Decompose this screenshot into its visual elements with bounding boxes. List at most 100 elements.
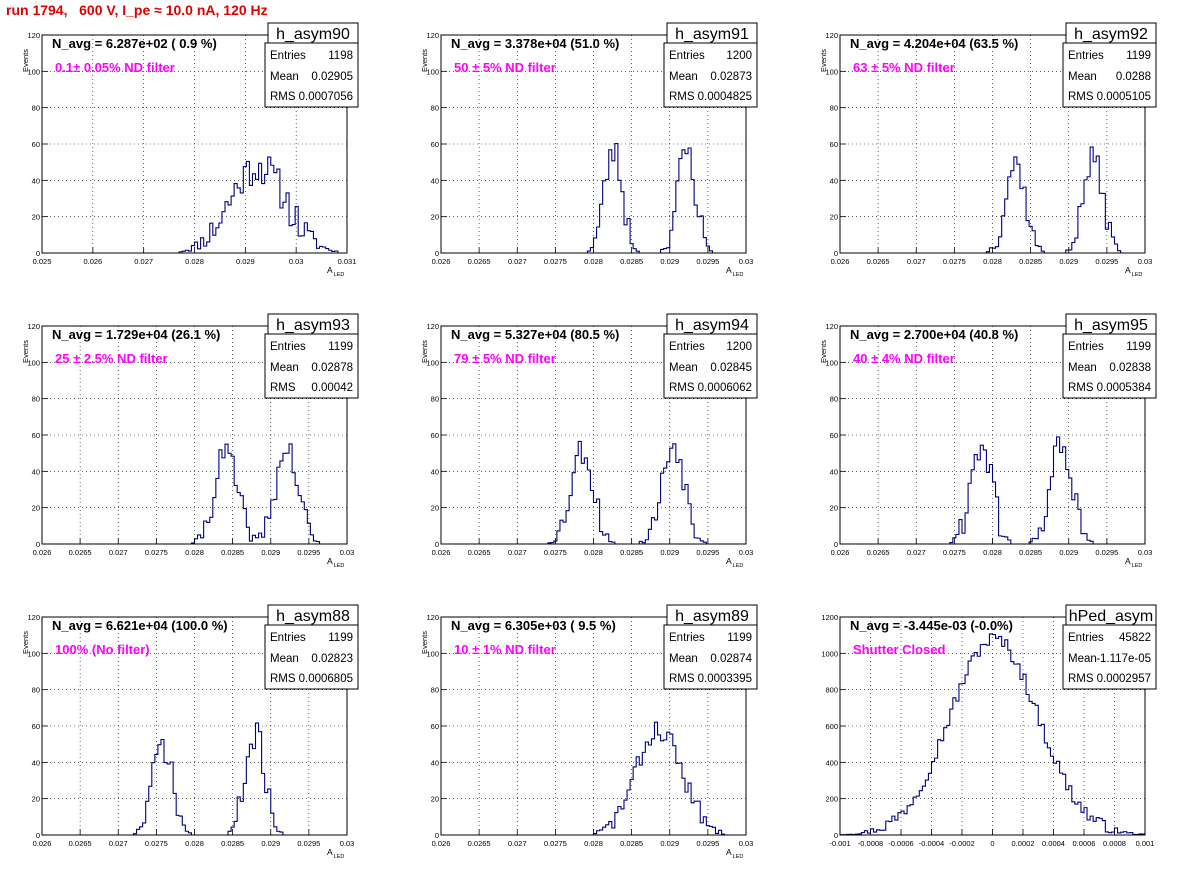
x-tick-label: 0 (990, 839, 994, 848)
x-axis-title-sub: LED (334, 563, 345, 569)
histogram-name: h_asym92 (1074, 26, 1148, 43)
histogram-name: h_asym93 (276, 317, 350, 334)
y-axis-title: Events (819, 340, 828, 363)
stats-value-entries: 1199 (328, 341, 353, 353)
y-tick-label: 100 (825, 358, 838, 367)
y-tick-label: 120 (426, 322, 439, 331)
x-tick-label: 0.026 (83, 257, 102, 266)
x-axis-title: ALED (327, 556, 344, 569)
y-tick-label: 0 (36, 540, 40, 549)
y-tick-label: 120 (825, 31, 838, 40)
grid-lines (840, 35, 1145, 253)
stats-box-body (1062, 624, 1157, 690)
y-tick-label: 20 (431, 795, 439, 804)
stats-label-rms: RMS (1068, 382, 1094, 394)
x-tick-label: 0.028 (185, 548, 204, 557)
x-axis-title: ALED (726, 556, 743, 569)
x-axis-title-main: A (726, 847, 732, 857)
stats-label-mean: Mean (270, 71, 299, 83)
navg-label: N_avg = 3.378e+04 (51.0 %) (451, 36, 619, 51)
stats-box-title-frame (1065, 604, 1157, 626)
x-tick-label: 0.027 (109, 548, 128, 557)
x-tick-label: 0.0285 (1019, 548, 1042, 557)
y-tick-label: 200 (825, 795, 838, 804)
x-tick-label: 0.0265 (468, 839, 491, 848)
histogram-panel-h_asym90: 0.025 0.026 0.027 0.028 0.029 0.03 0.031 0 20 40 6… (21, 22, 359, 278)
stats-label-mean: Mean (1068, 362, 1097, 374)
x-tick-label: 0.026 (432, 839, 451, 848)
x-tick-label: 0.0002 (1012, 839, 1035, 848)
y-tick-label: 100 (426, 67, 439, 76)
x-axis-title-sub: LED (1132, 272, 1143, 278)
x-tick-label: 0.0265 (468, 257, 491, 266)
grid-lines (42, 35, 347, 253)
y-tick-label: 20 (431, 213, 439, 222)
x-tick-label: 0.0265 (867, 257, 890, 266)
y-tick-label: 80 (32, 395, 40, 404)
x-tick-label: 0.028 (983, 548, 1002, 557)
x-tick-label: 0.03 (739, 257, 754, 266)
y-tick-label: 80 (431, 395, 439, 404)
x-tick-label: 0.0275 (943, 257, 966, 266)
y-tick-label: 120 (27, 31, 40, 40)
stats-value-rms: 0.0005105 (1097, 91, 1151, 103)
y-tick-label: 800 (825, 686, 838, 695)
x-tick-label: 0.025 (33, 257, 52, 266)
x-tick-label: 0.0275 (544, 839, 567, 848)
stats-box: h_asym92 Entries 1199 Mean 0.0288 RMS 0.000510… (1062, 22, 1157, 108)
x-axis-title: ALED (1125, 265, 1142, 278)
x-tick-label: -0.0004 (919, 839, 944, 848)
y-tick-label: 120 (27, 322, 40, 331)
stats-box: h_asym93 Entries 1199 Mean 0.02878 RMS 0.00042 (264, 313, 359, 399)
histogram-name: h_asym94 (675, 317, 749, 334)
stats-label-mean: Mean (1068, 71, 1097, 83)
x-axis-title-sub: LED (334, 272, 345, 278)
x-tick-label: 0.029 (261, 839, 280, 848)
filter-label: 10 ± 1% ND filter (454, 642, 556, 657)
stats-box-body (663, 333, 758, 399)
navg-label: N_avg = 6.621e+04 (100.0 %) (52, 618, 228, 633)
navg-label: N_avg = -3.445e-03 (-0.0%) (850, 618, 1013, 633)
histogram-name: h_asym95 (1074, 317, 1148, 334)
x-tick-label: 0.0265 (468, 548, 491, 557)
x-axis-title-sub: LED (733, 854, 744, 860)
x-tick-label: 0.0285 (1019, 257, 1042, 266)
x-tick-label: 0.029 (1059, 548, 1078, 557)
histogram-name: h_asym91 (675, 26, 749, 43)
x-tick-label: 0.026 (432, 548, 451, 557)
x-axis-title-main: A (327, 847, 333, 857)
x-tick-label: 0.027 (508, 257, 527, 266)
x-axis-title-main: A (1125, 265, 1131, 275)
x-tick-label: 0.03 (1138, 257, 1153, 266)
stats-box: h_asym90 Entries 1198 Mean 0.02905 RMS 0.00070… (264, 22, 359, 108)
x-tick-label: -0.001 (829, 839, 850, 848)
stats-value-entries: 1200 (726, 50, 752, 62)
x-tick-label: 0.0275 (145, 548, 168, 557)
stats-label-entries: Entries (1068, 341, 1104, 353)
y-tick-label: 100 (825, 67, 838, 76)
x-tick-label: 0.028 (185, 257, 204, 266)
y-tick-label: 100 (27, 358, 40, 367)
histogram-line (441, 440, 746, 545)
filter-label: Shutter Closed (853, 642, 946, 657)
y-tick-label: 120 (825, 322, 838, 331)
histogram-panel-h_asym93: 0.026 0.0265 0.027 0.0275 0.028 0.0285 0.029 0.… (21, 313, 359, 569)
x-tick-label: 0.0285 (620, 548, 643, 557)
stats-box-body (264, 333, 359, 399)
y-tick-label: 0 (435, 831, 439, 840)
stats-label-mean: Mean (270, 362, 299, 374)
histogram-panel-h_asym88: 0.026 0.0265 0.027 0.0275 0.028 0.0285 0.029 0.… (21, 604, 359, 860)
y-tick-label: 120 (27, 613, 40, 622)
stats-box-body (264, 624, 359, 690)
stats-value-mean: 0.02878 (311, 362, 353, 374)
x-tick-label: 0.029 (1059, 257, 1078, 266)
y-axis-title: Events (21, 631, 30, 654)
stats-box: h_asym88 Entries 1199 Mean 0.02823 RMS 0.00068… (264, 604, 359, 690)
navg-label: N_avg = 4.204e+04 (63.5 %) (850, 36, 1018, 51)
filter-label: 50 ± 5% ND filter (454, 60, 556, 75)
x-axis-title-sub: LED (733, 272, 744, 278)
x-tick-label: 0.0295 (696, 839, 719, 848)
stats-value-mean: 0.02905 (311, 71, 353, 83)
stats-label-entries: Entries (1068, 50, 1104, 62)
histogram-panel-h_asym91: 0.026 0.0265 0.027 0.0275 0.028 0.0285 0.029 0.… (420, 22, 758, 278)
